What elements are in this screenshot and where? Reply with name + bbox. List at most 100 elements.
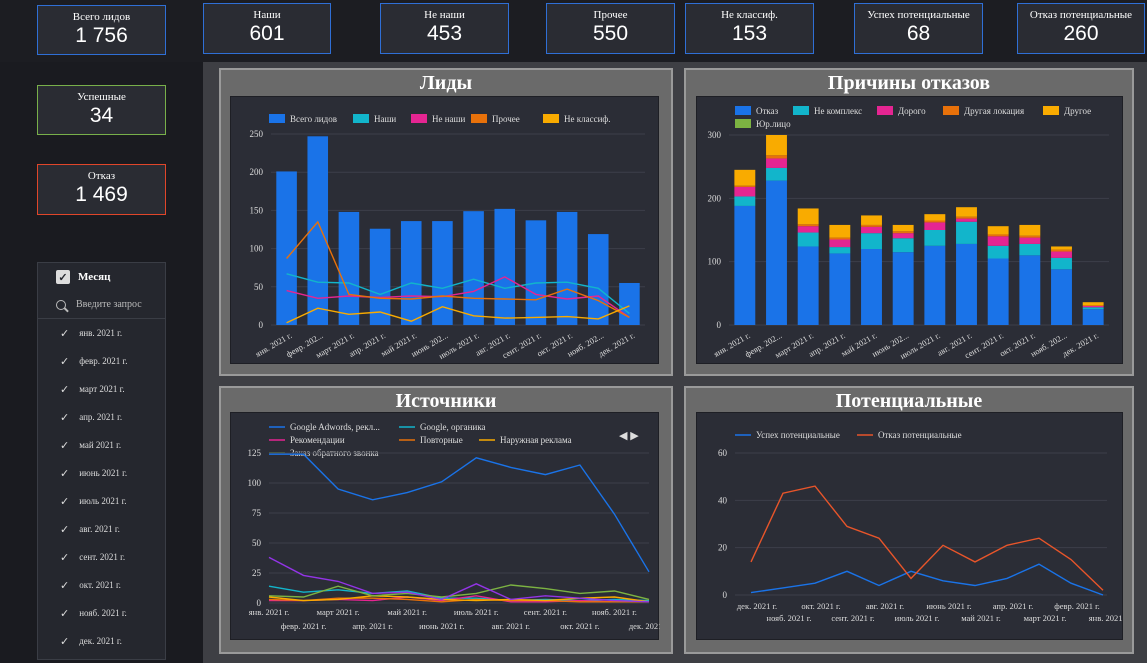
bar-total-leads bbox=[619, 282, 640, 325]
kpi-prochee-value: 550 bbox=[592, 22, 629, 45]
month-filter-item-label: авг. 2021 г. bbox=[79, 524, 120, 534]
month-filter-item-label: нояб. 2021 г. bbox=[79, 608, 127, 618]
bar-total-leads bbox=[556, 211, 578, 325]
month-filter-item[interactable]: ✓ июнь 2021 г. bbox=[38, 459, 165, 487]
x-tick-label: июнь 2021 г. bbox=[926, 601, 971, 611]
x-tick-label: окт. 2021 г. bbox=[560, 621, 599, 631]
kpi-uspeh-pot-label: Успех потенциальные bbox=[867, 9, 970, 21]
stacked-bar-segment bbox=[766, 158, 787, 168]
y-tick-label: 125 bbox=[248, 448, 262, 458]
month-filter-item[interactable]: ✓ май 2021 г. bbox=[38, 431, 165, 459]
y-tick-label: 200 bbox=[250, 167, 264, 177]
kpi-nashi-label: Наши bbox=[253, 9, 281, 21]
stacked-bar-segment bbox=[892, 233, 914, 239]
legend-swatch bbox=[471, 114, 487, 123]
legend-label: Другое bbox=[1064, 106, 1091, 116]
leads-chart: Всего лидов Наши Не наши Прочее Не классиф. 0… bbox=[230, 96, 659, 364]
legend-swatch bbox=[943, 106, 959, 115]
bar-total-leads bbox=[307, 136, 329, 325]
month-filter-item[interactable]: ✓ окт. 2021 г. bbox=[38, 571, 165, 599]
legend-label: Google Adwords, рекл... bbox=[290, 422, 380, 432]
stacked-bar-segment bbox=[987, 245, 1009, 259]
stacked-bar-segment bbox=[1051, 246, 1072, 250]
x-tick-label: сент. 2021 г. bbox=[524, 607, 567, 617]
stacked-bar-segment bbox=[797, 208, 819, 225]
y-tick-label: 40 bbox=[718, 495, 728, 505]
month-filter-item[interactable]: ✓ нояб. 2021 г. bbox=[38, 599, 165, 627]
stacked-bar-segment bbox=[861, 226, 882, 234]
legend-label: Всего лидов bbox=[290, 114, 337, 124]
kpi-total-leads-value: 1 756 bbox=[75, 24, 128, 47]
x-tick-label: янв. 2021 г. bbox=[249, 607, 290, 617]
check-icon: ✓ bbox=[60, 523, 70, 536]
y-tick-label: 300 bbox=[708, 130, 722, 140]
check-icon: ✓ bbox=[60, 411, 70, 424]
month-filter-item[interactable]: ✓ янв. 2021 г. bbox=[38, 319, 165, 347]
stacked-bar-segment bbox=[861, 233, 882, 249]
source-line bbox=[268, 556, 650, 603]
x-tick-label: апр. 2021 г. bbox=[993, 601, 1034, 611]
stacked-bar-segment bbox=[766, 180, 787, 325]
stacked-bar-segment bbox=[861, 224, 882, 227]
month-filter-item-label: окт. 2021 г. bbox=[79, 580, 121, 590]
check-icon: ✓ bbox=[60, 635, 70, 648]
y-tick-label: 100 bbox=[250, 244, 264, 254]
stacked-bar-segment bbox=[892, 238, 914, 253]
stacked-bar-segment bbox=[797, 232, 819, 247]
stacked-bar-segment bbox=[1051, 269, 1072, 325]
y-tick-label: 75 bbox=[252, 508, 262, 518]
potential-line bbox=[750, 485, 1104, 591]
kpi-uspeh-pot: Успех потенциальные 68 bbox=[854, 3, 983, 54]
month-filter-item[interactable]: ✓ авг. 2021 г. bbox=[38, 515, 165, 543]
bar-total-leads bbox=[463, 211, 484, 325]
search-input[interactable]: Введите запрос bbox=[76, 299, 142, 310]
month-filter: ✓ Месяц Введите запрос ✓ янв. 2021 г. ✓ фев… bbox=[37, 262, 166, 660]
bar-total-leads bbox=[525, 220, 547, 325]
stacked-bar-segment bbox=[892, 231, 914, 234]
y-tick-label: 50 bbox=[252, 538, 262, 548]
legend-label: Не наши bbox=[432, 114, 465, 124]
bar-total-leads bbox=[432, 221, 453, 325]
pager-arrows: ◀ ▶ bbox=[619, 430, 639, 442]
stacked-bar-segment bbox=[734, 186, 756, 197]
month-filter-item[interactable]: ✓ июль 2021 г. bbox=[38, 487, 165, 515]
source-line bbox=[269, 453, 650, 573]
x-tick-label: янв. 2021 г. bbox=[1089, 613, 1124, 623]
reasons-chart: Отказ Не комплекс Дорого Другая локация Друг… bbox=[696, 96, 1123, 364]
check-icon: ✓ bbox=[60, 355, 70, 368]
source-line bbox=[268, 584, 650, 601]
x-tick-label: дек. 2021 г. bbox=[1060, 330, 1100, 359]
stacked-bar-segment bbox=[829, 224, 851, 238]
month-filter-header[interactable]: ✓ Месяц bbox=[38, 263, 165, 291]
x-tick-label: нояб. 2021 г. bbox=[767, 613, 812, 623]
y-tick-label: 100 bbox=[708, 257, 722, 267]
month-filter-item[interactable]: ✓ сент. 2021 г. bbox=[38, 543, 165, 571]
y-tick-label: 0 bbox=[257, 598, 262, 608]
month-filter-item[interactable]: ✓ март 2021 г. bbox=[38, 375, 165, 403]
line-e52592 bbox=[286, 276, 630, 318]
stacked-bar-segment bbox=[924, 222, 946, 230]
stacked-bar-segment bbox=[734, 185, 756, 187]
stacked-bar-segment bbox=[987, 234, 1009, 237]
kpi-ne-nashi-value: 453 bbox=[426, 22, 463, 45]
legend-swatch bbox=[735, 119, 751, 128]
month-filter-item[interactable]: ✓ дек. 2021 г. bbox=[38, 627, 165, 655]
month-filter-item[interactable]: ✓ апр. 2021 г. bbox=[38, 403, 165, 431]
stacked-bar-segment bbox=[956, 207, 977, 217]
select-all-checkbox[interactable]: ✓ bbox=[56, 270, 70, 284]
kpi-otkaz-pot-label: Отказ потенциальные bbox=[1029, 9, 1133, 21]
panel-potential-title: Потенциальные bbox=[835, 390, 983, 412]
month-filter-search[interactable]: Введите запрос bbox=[38, 291, 165, 319]
kpi-ne-nashi: Не наши 453 bbox=[380, 3, 509, 54]
legend-swatch bbox=[793, 106, 809, 115]
stacked-bar-segment bbox=[1051, 249, 1072, 252]
check-icon: ✓ bbox=[60, 439, 70, 452]
x-tick-label: апр. 2021 г. bbox=[352, 621, 393, 631]
stacked-bar-segment bbox=[766, 167, 787, 181]
month-filter-item[interactable]: ✓ февр. 2021 г. bbox=[38, 347, 165, 375]
legend-label: Дорого bbox=[898, 106, 926, 116]
month-filter-item-label: февр. 2021 г. bbox=[79, 356, 128, 366]
stacked-bar-segment bbox=[1019, 243, 1041, 256]
bar-total-leads bbox=[400, 221, 422, 325]
stacked-bar-segment bbox=[987, 258, 1009, 325]
